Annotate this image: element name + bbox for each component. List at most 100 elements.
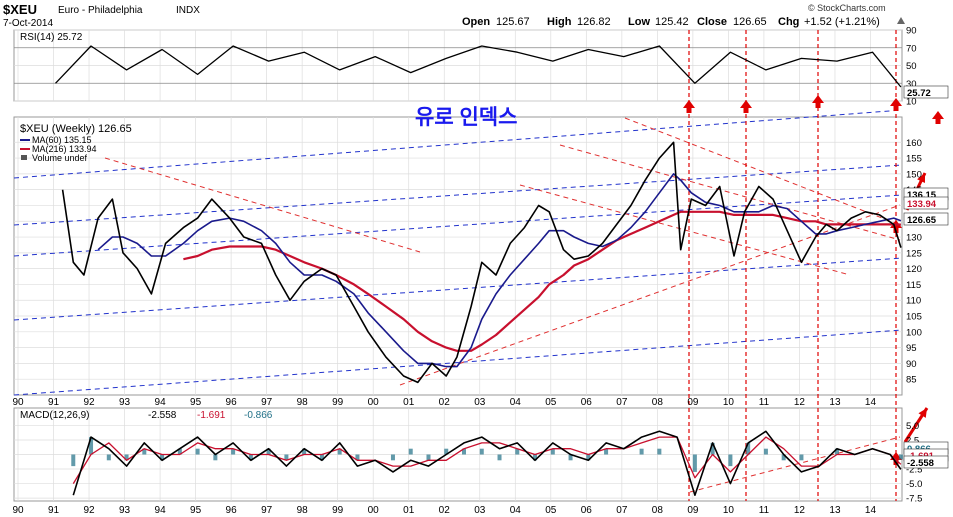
up-arrow-icon xyxy=(890,98,902,106)
low-value: 125.42 xyxy=(655,16,689,28)
macd-histogram-bar xyxy=(426,454,431,461)
x-tick-label-macd: 06 xyxy=(581,505,593,516)
macd-histogram-bar xyxy=(533,454,538,461)
price-tick-label: 125 xyxy=(906,248,922,259)
up-arrow-stem xyxy=(686,108,692,113)
macd-histogram-bar xyxy=(390,454,395,461)
macd-tick-label: -5.0 xyxy=(906,479,922,490)
x-tick-label-macd: 10 xyxy=(723,505,735,516)
x-tick-label-price: 03 xyxy=(474,397,486,408)
macd-last-value-box xyxy=(903,455,949,469)
x-tick-label-price: 04 xyxy=(510,397,522,408)
x-tick-label-macd: 96 xyxy=(226,505,238,516)
up-arrow-stem xyxy=(743,108,749,113)
macd-histogram-bar xyxy=(462,448,466,455)
macd-histogram-bar xyxy=(657,448,662,455)
open-label: Open xyxy=(462,16,490,28)
x-tick-label-macd: 12 xyxy=(794,505,806,516)
macd-histogram-bar xyxy=(692,454,697,472)
x-tick-label-price: 91 xyxy=(48,397,60,408)
macd-histogram-bar xyxy=(568,454,573,461)
x-tick-label-macd: 93 xyxy=(119,505,131,516)
breakout-arrowhead-icon xyxy=(917,173,925,183)
x-tick-label-price: 09 xyxy=(687,397,699,408)
ma216-line xyxy=(183,210,901,352)
x-tick-label-macd: 97 xyxy=(261,505,273,516)
x-tick-label-price: 14 xyxy=(865,397,877,408)
x-tick-label-price: 12 xyxy=(794,397,806,408)
chart-exchange: INDX xyxy=(176,5,200,16)
macd-line xyxy=(72,430,902,497)
up-arrow-icon xyxy=(740,100,752,108)
macd-histogram-bar xyxy=(195,448,200,455)
x-tick-label-macd: 92 xyxy=(83,505,95,516)
chart-date: 7-Oct-2014 xyxy=(3,18,53,29)
price-tick-label: 120 xyxy=(906,264,922,275)
price-tick-label: 95 xyxy=(906,343,917,354)
macd-histogram-bar xyxy=(266,448,271,455)
macd-signal-value-label: -1.691 xyxy=(197,410,226,421)
x-tick-label-macd: 07 xyxy=(616,505,628,516)
overlay-annotations xyxy=(13,30,944,501)
x-tick-label-price: 05 xyxy=(545,397,557,408)
macd-histogram-bar xyxy=(515,448,520,455)
x-tick-label-price: 06 xyxy=(581,397,593,408)
x-tick-label-macd: 01 xyxy=(403,505,415,516)
x-tick-label-price: 11 xyxy=(759,397,770,408)
x-tick-label-macd: 14 xyxy=(865,505,877,516)
price-tick-label: 155 xyxy=(906,154,922,165)
macd-tick-label: 2.5 xyxy=(906,435,919,446)
x-tick-label-macd: 00 xyxy=(368,505,380,516)
rsi-tick-label: 30 xyxy=(906,79,917,90)
macd-title: MACD(12,26,9) xyxy=(20,410,89,421)
macd-value-label: -2.558 xyxy=(148,410,177,421)
price-line xyxy=(61,141,902,384)
macd-histogram-bar xyxy=(746,442,751,455)
ma60-line xyxy=(97,173,902,368)
x-tick-label-price: 10 xyxy=(723,397,735,408)
up-arrow-icon xyxy=(683,100,695,108)
korean-title: 유로 인덱스 xyxy=(415,106,517,129)
macd-histogram-bar xyxy=(834,448,839,455)
trend-line xyxy=(624,117,901,226)
trend-line xyxy=(399,204,901,386)
high-value: 126.82 xyxy=(577,16,611,28)
macd-histogram-bar xyxy=(177,448,182,455)
price-tick-label: 85 xyxy=(906,375,917,386)
macd-histogram-bar xyxy=(497,454,502,461)
x-tick-label-macd: 90 xyxy=(12,505,24,516)
up-arrow-stem xyxy=(893,106,899,111)
ma60-legend-label: MA(60) 135.15 xyxy=(32,135,92,145)
price-tick-label: 110 xyxy=(906,296,921,307)
volume-legend-label: Volume undef xyxy=(32,153,88,163)
x-tick-label-macd: 91 xyxy=(48,505,60,516)
macd-histogram-bar xyxy=(142,448,147,455)
price-last-value-box xyxy=(903,212,949,226)
price-ma216-last-box xyxy=(903,196,949,210)
close-label: Close xyxy=(697,16,727,28)
macd-histogram-bar xyxy=(444,448,449,455)
x-tick-label-price: 90 xyxy=(12,397,24,408)
breakout-arrowhead-icon xyxy=(918,408,927,418)
x-tick-label-price: 95 xyxy=(190,397,202,408)
price-tick-label: 130 xyxy=(906,233,922,244)
trend-line xyxy=(559,144,901,241)
macd-histogram-bar xyxy=(604,448,609,455)
price-ma60-last: 136.15 xyxy=(907,190,937,201)
high-label: High xyxy=(547,16,572,28)
macd-histogram-bar xyxy=(710,442,715,455)
price-last-value: 126.65 xyxy=(907,215,937,226)
rsi-title: RSI(14) 25.72 xyxy=(20,32,83,43)
macd-histogram-bar xyxy=(355,454,360,461)
macd-histogram-bar xyxy=(302,448,307,455)
macd-histogram-bar xyxy=(586,454,591,461)
price-tick-label: 90 xyxy=(906,359,917,370)
channel-line xyxy=(13,257,903,321)
up-arrow-icon xyxy=(932,111,944,119)
rsi-tick-label: 70 xyxy=(906,43,917,54)
macd-tick-label: 5.0 xyxy=(906,421,919,432)
up-arrow-stem xyxy=(815,103,821,108)
rsi-last-value: 25.72 xyxy=(907,88,931,99)
macd-histogram-bar xyxy=(639,448,644,455)
